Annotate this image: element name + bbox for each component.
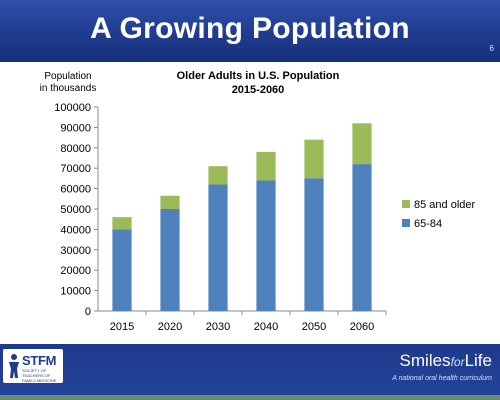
- bar: [208, 184, 228, 311]
- y-tick-label: 70000: [60, 163, 91, 175]
- bar: [112, 217, 132, 230]
- x-tick-label: 2030: [206, 321, 230, 333]
- y-tick-label: 60000: [60, 184, 91, 196]
- y-tick-label: 30000: [60, 245, 91, 257]
- legend-label: 65-84: [414, 218, 442, 230]
- legend-swatch: [402, 219, 410, 227]
- legend-label: 85 and older: [414, 199, 475, 211]
- stfm-figure-icon: [9, 354, 19, 378]
- y-tick-label: 50000: [60, 204, 91, 216]
- y-tick-label: 90000: [60, 122, 91, 134]
- bar: [160, 209, 180, 311]
- bar: [304, 178, 324, 311]
- bar: [304, 139, 324, 179]
- x-tick-label: 2050: [302, 321, 326, 333]
- y-axis-label-line1: Population: [44, 71, 91, 82]
- bar: [352, 123, 372, 165]
- y-tick-label: 80000: [60, 143, 91, 155]
- bar: [160, 195, 180, 209]
- y-tick-label: 20000: [60, 265, 91, 277]
- x-axis: 2015 2020 2030 2040 2050 2060: [98, 310, 387, 333]
- x-tick-label: 2040: [254, 321, 278, 333]
- legend: 85 and older 65-84: [402, 199, 475, 230]
- y-tick-label: 40000: [60, 224, 91, 236]
- y-tick-label: 100000: [54, 102, 91, 114]
- y-axis-label-line2: in thousands: [40, 83, 97, 94]
- population-chart: Population in thousands Older Adults in …: [40, 70, 476, 333]
- chart-subtitle: 2015-2060: [232, 84, 285, 96]
- bar: [256, 180, 276, 311]
- sfl-life: Life: [464, 351, 492, 370]
- bar: [208, 166, 228, 185]
- x-tick-label: 2020: [158, 321, 182, 333]
- slide-number: 6: [489, 44, 494, 53]
- bar: [256, 151, 276, 181]
- y-axis: 0 10000 20000 30000 40000 50000 60000 70000 8000…: [54, 102, 99, 318]
- sfl-smiles: Smiles: [399, 351, 451, 370]
- legend-swatch: [402, 200, 410, 208]
- stfm-logo: STFM SOCIETY OF TEACHERS OF FAMILY MEDIC…: [3, 349, 63, 383]
- stfm-name: STFM: [22, 353, 57, 368]
- slide-title: A Growing Population: [90, 12, 410, 45]
- bar: [352, 164, 372, 311]
- smiles-for-life-logo: SmilesforLife: [400, 351, 492, 371]
- chart-title: Older Adults in U.S. Population: [177, 70, 340, 82]
- footer-stripe: [0, 395, 500, 400]
- bar: [112, 229, 132, 311]
- bars: [112, 123, 372, 311]
- slide-footer: STFM SOCIETY OF TEACHERS OF FAMILY MEDIC…: [0, 344, 500, 400]
- sfl-tagline: A national oral health curriculum: [392, 375, 492, 382]
- slide-header: A Growing Population 6: [0, 0, 500, 62]
- y-tick-label: 0: [85, 306, 91, 318]
- x-tick-label: 2060: [350, 321, 374, 333]
- stfm-subtitle: SOCIETY OF TEACHERS OF FAMILY MEDICINE: [22, 368, 57, 383]
- x-tick-label: 2015: [110, 321, 134, 333]
- y-tick-label: 10000: [60, 286, 91, 298]
- sfl-for: for: [450, 355, 465, 369]
